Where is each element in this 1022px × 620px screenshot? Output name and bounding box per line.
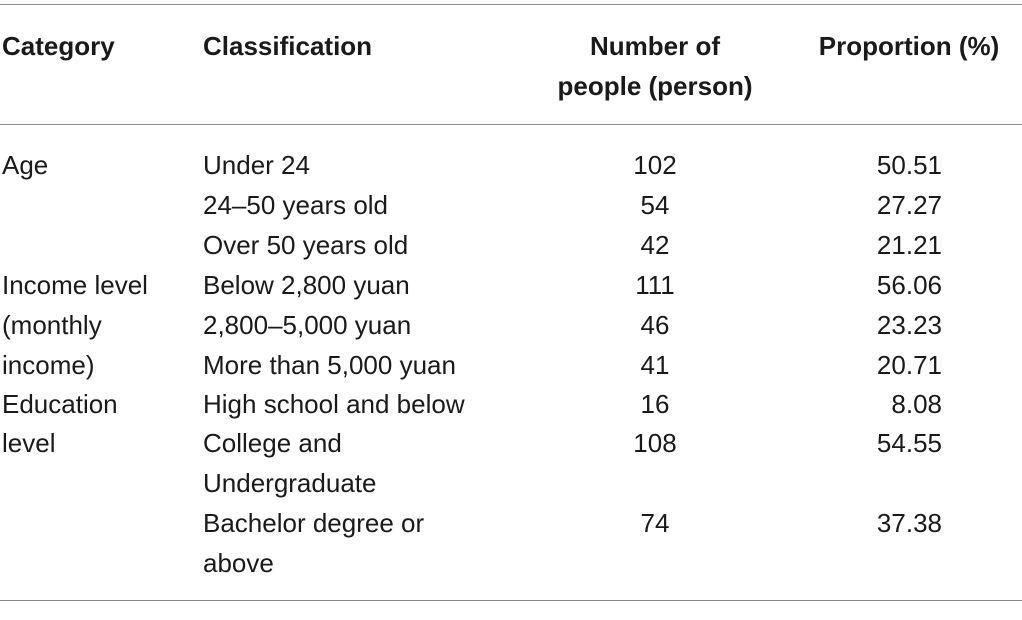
row-proportion: 54.55 <box>876 428 942 458</box>
row-classification: College and <box>203 428 342 458</box>
row-proportion: 8.08 <box>891 389 942 419</box>
row-number: 46 <box>640 310 670 340</box>
row-proportion: 56.06 <box>876 270 942 300</box>
bottom-rule <box>0 600 1022 601</box>
header-number-line1: Number of <box>590 31 720 61</box>
row-proportion: 37.38 <box>876 508 942 538</box>
row-proportion: 23.23 <box>876 310 942 340</box>
row-proportion: 21.21 <box>876 230 942 260</box>
row-proportion: 27.27 <box>876 190 942 220</box>
row-classification: Over 50 years old <box>203 230 409 260</box>
row-number: 108 <box>633 428 677 458</box>
row-classification: 24–50 years old <box>203 190 389 220</box>
row-classification: Under 24 <box>203 150 310 180</box>
category-income-line3: income) <box>2 350 95 380</box>
row-number: 42 <box>640 230 670 260</box>
row-proportion: 20.71 <box>876 350 942 380</box>
header-number-line2: people (person) <box>557 71 753 101</box>
row-classification-line2: above <box>203 548 274 578</box>
header-proportion: Proportion (%) <box>818 31 1000 61</box>
top-rule <box>0 4 1022 5</box>
header-number: Number of people (person) <box>530 26 780 106</box>
header-category: Category <box>2 31 115 61</box>
row-classification: High school and below <box>203 389 465 419</box>
row-classification: Bachelor degree or <box>203 508 425 538</box>
row-number: 111 <box>635 270 675 300</box>
row-number: 54 <box>640 190 670 220</box>
header-classification: Classification <box>203 31 373 61</box>
row-number: 41 <box>640 350 670 380</box>
row-number: 74 <box>640 508 670 538</box>
category-education-line2: level <box>2 428 56 458</box>
row-proportion: 50.51 <box>876 150 942 180</box>
category-income-line1: Income level <box>2 270 148 300</box>
category-income-line2: (monthly <box>2 310 102 340</box>
row-classification: Below 2,800 yuan <box>203 270 410 300</box>
row-number: 16 <box>640 389 670 419</box>
row-classification-line2: Undergraduate <box>203 468 377 498</box>
category-education-line1: Education <box>2 389 118 419</box>
row-classification: More than 5,000 yuan <box>203 350 456 380</box>
category-age: Age <box>2 150 49 180</box>
row-number: 102 <box>633 150 677 180</box>
row-classification: 2,800–5,000 yuan <box>203 310 412 340</box>
header-rule <box>0 124 1022 125</box>
